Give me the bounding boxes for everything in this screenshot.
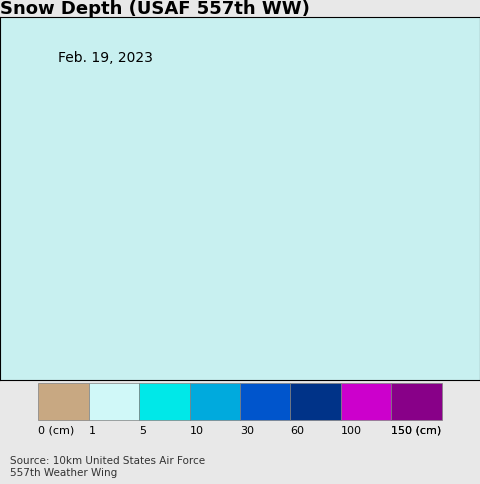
Bar [190,383,240,420]
Bar [341,383,391,420]
Text: Source: 10km United States Air Force
557th Weather Wing: Source: 10km United States Air Force 557… [10,455,205,477]
Bar [290,383,341,420]
Text: 60: 60 [290,425,304,435]
Text: 30: 30 [240,425,254,435]
Bar [240,383,290,420]
Bar [38,383,89,420]
Text: 1: 1 [89,425,96,435]
Text: 5: 5 [139,425,146,435]
Text: 0 (cm): 0 (cm) [38,425,75,435]
Text: 150 (cm): 150 (cm) [391,425,442,435]
Text: 10: 10 [190,425,204,435]
Bar [139,383,190,420]
Text: 150 (cm): 150 (cm) [391,425,442,435]
Text: Snow Depth (USAF 557th WW): Snow Depth (USAF 557th WW) [0,0,310,18]
Bar [391,383,442,420]
Text: Feb. 19, 2023: Feb. 19, 2023 [58,51,153,65]
Text: 100: 100 [341,425,362,435]
Bar [89,383,139,420]
